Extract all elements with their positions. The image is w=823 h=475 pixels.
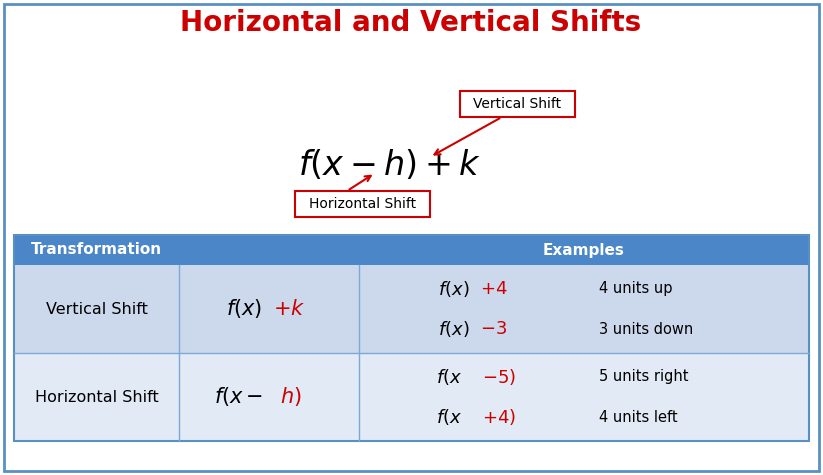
Text: $+4$: $+4$: [481, 281, 508, 297]
Text: Horizontal Shift: Horizontal Shift: [309, 197, 416, 211]
Text: $f(x)$: $f(x)$: [439, 279, 470, 299]
FancyBboxPatch shape: [295, 191, 430, 217]
Bar: [14, 353, 809, 441]
Text: $+4)$: $+4)$: [482, 407, 516, 427]
Text: $f(x$: $f(x$: [436, 407, 462, 427]
Text: 3 units down: 3 units down: [599, 322, 693, 336]
Text: $-5)$: $-5)$: [482, 367, 516, 387]
Text: 5 units right: 5 units right: [599, 370, 689, 384]
Bar: [14, 235, 809, 265]
Text: $f(x)$: $f(x)$: [226, 297, 262, 321]
Text: Horizontal Shift: Horizontal Shift: [35, 390, 158, 405]
Text: $-3$: $-3$: [481, 321, 508, 338]
Text: $f(x-h)+k$: $f(x-h)+k$: [299, 148, 481, 182]
Text: Vertical Shift: Vertical Shift: [473, 97, 561, 111]
Text: Transformation: Transformation: [31, 243, 162, 257]
Text: $+k$: $+k$: [273, 299, 305, 319]
Text: 4 units up: 4 units up: [599, 282, 672, 296]
Text: Examples: Examples: [543, 243, 625, 257]
Text: $h)$: $h)$: [280, 386, 302, 408]
Bar: [14, 265, 809, 353]
Text: $f(x$: $f(x$: [436, 367, 462, 387]
FancyBboxPatch shape: [460, 91, 575, 117]
Text: Vertical Shift: Vertical Shift: [45, 302, 147, 316]
Text: Horizontal and Vertical Shifts: Horizontal and Vertical Shifts: [180, 9, 642, 37]
FancyBboxPatch shape: [4, 4, 819, 471]
Bar: [14, 235, 809, 441]
Text: $f(x)$: $f(x)$: [439, 319, 470, 339]
Text: $f(x-$: $f(x-$: [215, 386, 263, 408]
Text: 4 units left: 4 units left: [599, 409, 677, 425]
